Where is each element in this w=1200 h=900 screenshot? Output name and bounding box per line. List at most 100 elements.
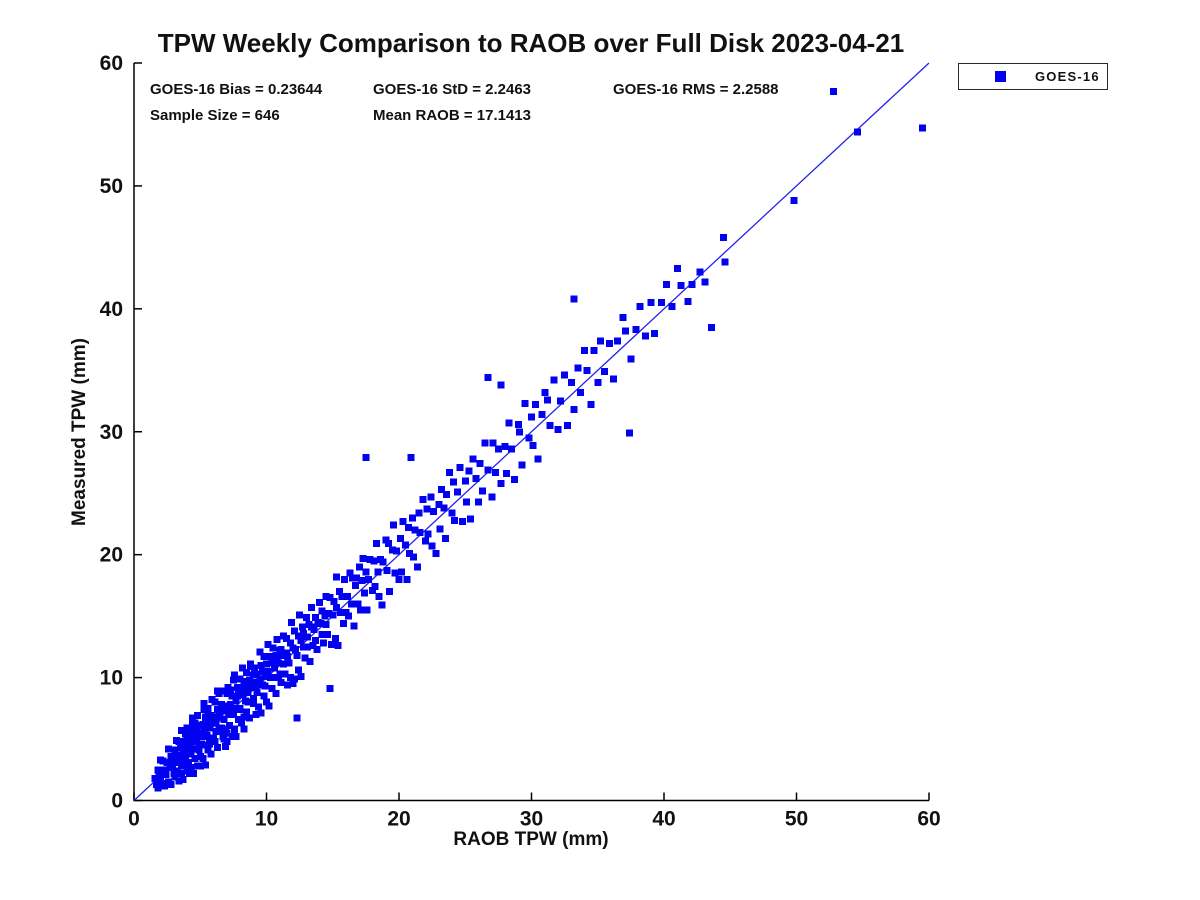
- data-point: [488, 493, 495, 500]
- data-point: [547, 422, 554, 429]
- data-point: [479, 487, 486, 494]
- data-point: [221, 736, 228, 743]
- data-point: [403, 576, 410, 583]
- data-point: [606, 340, 613, 347]
- data-point: [214, 744, 221, 751]
- data-point: [561, 372, 568, 379]
- data-point: [425, 530, 432, 537]
- legend-label: GOES-16: [1035, 69, 1100, 84]
- data-point: [678, 282, 685, 289]
- data-point: [409, 514, 416, 521]
- data-point: [308, 604, 315, 611]
- data-point: [357, 606, 364, 613]
- data-point: [186, 748, 193, 755]
- data-point: [274, 636, 281, 643]
- data-point: [433, 550, 440, 557]
- data-point: [568, 379, 575, 386]
- data-point: [227, 686, 234, 693]
- data-point: [202, 761, 209, 768]
- x-tick-label: 50: [785, 808, 808, 831]
- data-point: [180, 776, 187, 783]
- data-point: [284, 653, 291, 660]
- data-point: [307, 658, 314, 665]
- data-point: [502, 443, 509, 450]
- y-tick-label: 20: [100, 544, 123, 567]
- data-point: [226, 706, 233, 713]
- data-point: [498, 480, 505, 487]
- x-tick-label: 10: [255, 808, 278, 831]
- data-point: [519, 461, 526, 468]
- data-point: [642, 332, 649, 339]
- data-point: [370, 557, 377, 564]
- data-point: [637, 303, 644, 310]
- data-point: [217, 712, 224, 719]
- data-point: [361, 589, 368, 596]
- data-point: [205, 707, 212, 714]
- data-point: [450, 479, 457, 486]
- data-point: [390, 522, 397, 529]
- data-point: [392, 570, 399, 577]
- data-point: [472, 475, 479, 482]
- data-point: [344, 593, 351, 600]
- legend-marker-square-icon: [995, 71, 1006, 82]
- data-point: [525, 434, 532, 441]
- data-point: [199, 755, 206, 762]
- data-point: [626, 429, 633, 436]
- data-point: [466, 468, 473, 475]
- data-point: [313, 646, 320, 653]
- data-point: [352, 582, 359, 589]
- data-point: [340, 620, 347, 627]
- data-point: [442, 535, 449, 542]
- data-point: [919, 125, 926, 132]
- data-point: [516, 428, 523, 435]
- data-point: [327, 685, 334, 692]
- data-point: [385, 540, 392, 547]
- data-point: [292, 646, 299, 653]
- data-point: [708, 324, 715, 331]
- data-point: [376, 593, 383, 600]
- data-point: [299, 624, 306, 631]
- data-point: [529, 442, 536, 449]
- data-point: [430, 508, 437, 515]
- data-point: [372, 583, 379, 590]
- data-point: [297, 673, 304, 680]
- x-axis-label: RAOB TPW (mm): [453, 829, 608, 851]
- data-point: [358, 577, 365, 584]
- figure: TPW Weekly Comparison to RAOB over Full …: [0, 0, 1200, 900]
- data-point: [594, 379, 601, 386]
- data-point: [211, 699, 218, 706]
- data-point: [405, 524, 412, 531]
- data-point: [588, 401, 595, 408]
- data-point: [288, 619, 295, 626]
- data-point: [293, 715, 300, 722]
- data-point: [503, 470, 510, 477]
- data-point: [441, 504, 448, 511]
- data-point: [551, 377, 558, 384]
- data-point: [417, 529, 424, 536]
- data-point: [508, 445, 515, 452]
- data-point: [362, 454, 369, 461]
- data-point: [293, 652, 300, 659]
- data-point: [360, 555, 367, 562]
- data-point: [696, 268, 703, 275]
- data-point: [597, 337, 604, 344]
- data-point: [333, 573, 340, 580]
- data-point: [633, 326, 640, 333]
- legend: GOES-16: [958, 63, 1108, 90]
- data-point: [484, 466, 491, 473]
- data-point: [449, 509, 456, 516]
- data-point: [215, 724, 222, 731]
- data-point: [521, 400, 528, 407]
- data-point: [350, 622, 357, 629]
- data-point: [427, 493, 434, 500]
- data-point: [574, 364, 581, 371]
- data-point: [505, 420, 512, 427]
- data-point: [214, 688, 221, 695]
- scatter-plot: 01020304050600102030405060: [0, 0, 1200, 900]
- data-point: [721, 259, 728, 266]
- data-point: [323, 621, 330, 628]
- data-point: [194, 712, 201, 719]
- data-point: [356, 563, 363, 570]
- data-point: [570, 406, 577, 413]
- data-point: [345, 613, 352, 620]
